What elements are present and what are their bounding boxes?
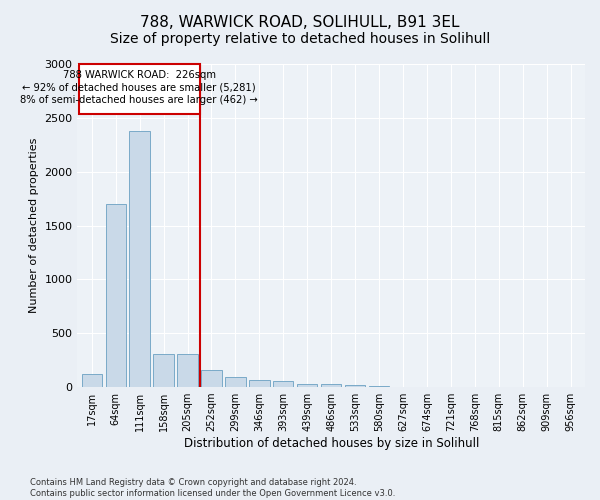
Text: 788, WARWICK ROAD, SOLIHULL, B91 3EL: 788, WARWICK ROAD, SOLIHULL, B91 3EL [140,15,460,30]
Bar [130,131,150,387]
Bar [225,378,245,387]
Text: Contains HM Land Registry data © Crown copyright and database right 2024.
Contai: Contains HM Land Registry data © Crown c… [30,478,395,498]
Text: ← 92% of detached houses are smaller (5,281): ← 92% of detached houses are smaller (5,… [22,82,256,92]
Bar [464,386,485,387]
Bar [441,386,461,387]
Bar [393,386,413,387]
Bar [273,381,293,387]
Bar [106,204,126,387]
Bar [369,386,389,387]
FancyBboxPatch shape [79,64,200,114]
Bar [178,354,198,387]
Bar [417,386,437,387]
Y-axis label: Number of detached properties: Number of detached properties [29,138,39,313]
Bar [202,370,221,387]
Text: Size of property relative to detached houses in Solihull: Size of property relative to detached ho… [110,32,490,46]
Bar [345,385,365,387]
Bar [249,380,269,387]
Bar [297,384,317,387]
Bar [154,354,174,387]
X-axis label: Distribution of detached houses by size in Solihull: Distribution of detached houses by size … [184,437,479,450]
Text: 8% of semi-detached houses are larger (462) →: 8% of semi-detached houses are larger (4… [20,94,258,104]
Bar [82,374,102,387]
Bar [321,384,341,387]
Text: 788 WARWICK ROAD:  226sqm: 788 WARWICK ROAD: 226sqm [62,70,215,81]
